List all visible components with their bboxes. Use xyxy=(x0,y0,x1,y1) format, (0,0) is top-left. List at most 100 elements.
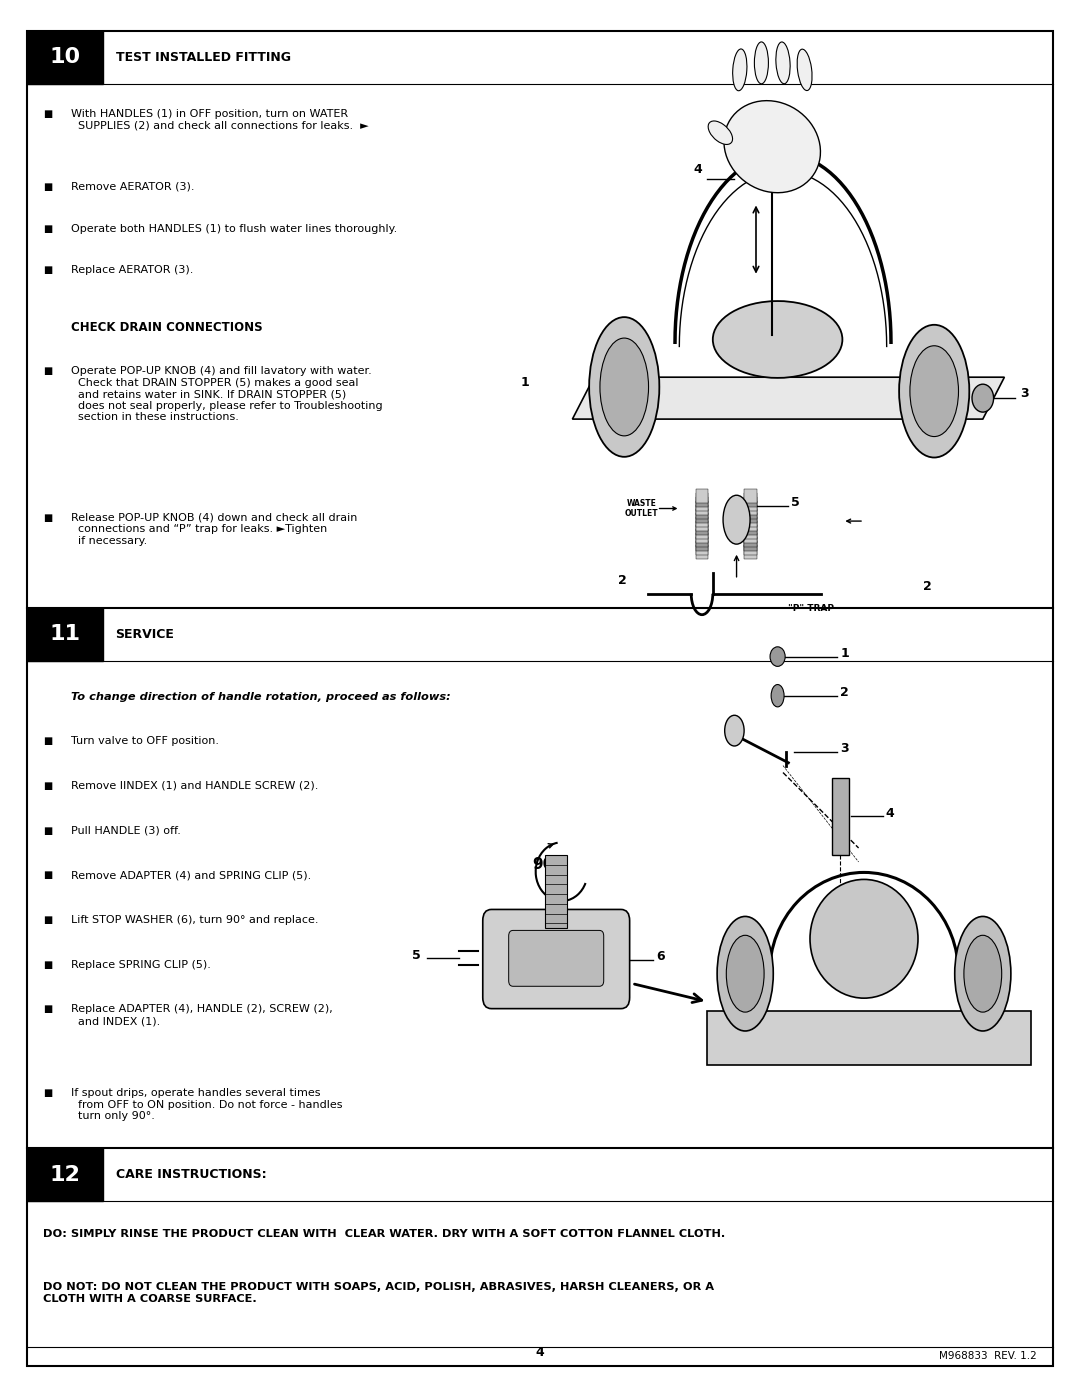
Bar xyxy=(744,545,757,559)
Text: SERVICE: SERVICE xyxy=(116,627,175,641)
Ellipse shape xyxy=(972,384,994,412)
Bar xyxy=(707,1011,1031,1065)
Text: 1: 1 xyxy=(521,376,529,390)
Text: ■: ■ xyxy=(43,265,53,275)
Bar xyxy=(696,517,708,531)
Bar xyxy=(744,536,757,550)
Text: ■: ■ xyxy=(43,1088,53,1098)
Text: 2: 2 xyxy=(618,574,626,587)
Text: ■: ■ xyxy=(43,960,53,970)
Text: ■: ■ xyxy=(43,826,53,835)
Bar xyxy=(744,497,757,511)
Text: 3: 3 xyxy=(1021,387,1029,401)
Text: Operate both HANDLES (1) to flush water lines thoroughly.: Operate both HANDLES (1) to flush water … xyxy=(71,224,397,233)
Bar xyxy=(744,509,757,522)
Text: CARE INSTRUCTIONS:: CARE INSTRUCTIONS: xyxy=(116,1168,266,1182)
Text: 90°: 90° xyxy=(532,858,562,872)
Text: 5: 5 xyxy=(791,496,799,510)
Bar xyxy=(696,497,708,511)
Ellipse shape xyxy=(775,42,791,84)
Text: Operate POP-UP KNOB (4) and fill lavatory with water.
  Check that DRAIN STOPPER: Operate POP-UP KNOB (4) and fill lavator… xyxy=(71,366,383,422)
Bar xyxy=(744,525,757,539)
Text: 3: 3 xyxy=(840,742,849,756)
Bar xyxy=(696,541,708,555)
Bar xyxy=(744,517,757,531)
Text: Replace ADAPTER (4), HANDLE (2), SCREW (2),
  and INDEX (1).: Replace ADAPTER (4), HANDLE (2), SCREW (… xyxy=(71,1004,333,1025)
Bar xyxy=(744,504,757,518)
Text: ■: ■ xyxy=(43,182,53,191)
Bar xyxy=(832,778,849,855)
Text: ■: ■ xyxy=(43,224,53,233)
Bar xyxy=(744,502,757,515)
Bar xyxy=(696,502,708,515)
Bar xyxy=(696,545,708,559)
Text: ■: ■ xyxy=(43,1004,53,1014)
Text: Remove IINDEX (1) and HANDLE SCREW (2).: Remove IINDEX (1) and HANDLE SCREW (2). xyxy=(71,781,319,791)
Text: "P" TRAP: "P" TRAP xyxy=(788,604,835,612)
Ellipse shape xyxy=(754,42,769,84)
Text: 1: 1 xyxy=(840,647,849,661)
Text: Release POP-UP KNOB (4) down and check all drain
  connections and “P” trap for : Release POP-UP KNOB (4) down and check a… xyxy=(71,513,357,546)
Text: ■: ■ xyxy=(43,736,53,746)
Bar xyxy=(696,493,708,507)
Text: 4: 4 xyxy=(886,806,894,820)
Text: WASTE
OUTLET: WASTE OUTLET xyxy=(624,499,659,518)
Bar xyxy=(744,513,757,527)
Text: Turn valve to OFF position.: Turn valve to OFF position. xyxy=(71,736,219,746)
Text: Replace AERATOR (3).: Replace AERATOR (3). xyxy=(71,265,193,275)
Ellipse shape xyxy=(725,715,744,746)
Ellipse shape xyxy=(810,880,918,997)
Bar xyxy=(27,1148,103,1201)
Bar xyxy=(744,493,757,507)
Text: M968833  REV. 1.2: M968833 REV. 1.2 xyxy=(939,1351,1037,1362)
Text: To change direction of handle rotation, proceed as follows:: To change direction of handle rotation, … xyxy=(71,692,451,701)
Text: ■: ■ xyxy=(43,366,53,376)
Text: 2: 2 xyxy=(840,686,849,700)
Ellipse shape xyxy=(708,122,732,144)
Polygon shape xyxy=(572,377,1004,419)
Text: 4: 4 xyxy=(536,1347,544,1359)
Text: 4: 4 xyxy=(693,163,702,176)
Text: 2: 2 xyxy=(923,580,932,594)
Text: Remove ADAPTER (4) and SPRING CLIP (5).: Remove ADAPTER (4) and SPRING CLIP (5). xyxy=(71,870,311,880)
Text: Replace SPRING CLIP (5).: Replace SPRING CLIP (5). xyxy=(71,960,212,970)
Bar xyxy=(545,855,567,928)
Bar xyxy=(696,521,708,535)
Bar xyxy=(696,525,708,539)
Text: ■: ■ xyxy=(43,781,53,791)
Text: CHECK DRAIN CONNECTIONS: CHECK DRAIN CONNECTIONS xyxy=(71,321,262,334)
FancyBboxPatch shape xyxy=(509,930,604,986)
Bar xyxy=(27,608,103,661)
Ellipse shape xyxy=(732,49,747,91)
Text: Remove AERATOR (3).: Remove AERATOR (3). xyxy=(71,182,194,191)
Text: ■: ■ xyxy=(43,915,53,925)
Ellipse shape xyxy=(910,346,959,437)
Ellipse shape xyxy=(964,936,1002,1011)
Bar xyxy=(696,509,708,522)
Circle shape xyxy=(770,647,785,666)
Bar xyxy=(744,541,757,555)
Text: TEST INSTALLED FITTING: TEST INSTALLED FITTING xyxy=(116,50,291,64)
Ellipse shape xyxy=(955,916,1011,1031)
Bar xyxy=(696,504,708,518)
Text: 10: 10 xyxy=(50,47,80,67)
Text: If spout drips, operate handles several times
  from OFF to ON position. Do not : If spout drips, operate handles several … xyxy=(71,1088,342,1122)
Text: Pull HANDLE (3) off.: Pull HANDLE (3) off. xyxy=(71,826,181,835)
Text: ■: ■ xyxy=(43,513,53,522)
Text: ■: ■ xyxy=(43,109,53,119)
Bar xyxy=(696,529,708,543)
Ellipse shape xyxy=(724,101,821,193)
Ellipse shape xyxy=(726,936,764,1011)
Text: 6: 6 xyxy=(657,950,665,964)
Bar xyxy=(696,489,708,503)
Ellipse shape xyxy=(771,685,784,707)
Text: DO: SIMPLY RINSE THE PRODUCT CLEAN WITH  CLEAR WATER. DRY WITH A SOFT COTTON FLA: DO: SIMPLY RINSE THE PRODUCT CLEAN WITH … xyxy=(43,1229,726,1239)
Ellipse shape xyxy=(717,916,773,1031)
Bar xyxy=(27,31,103,84)
FancyBboxPatch shape xyxy=(483,909,630,1009)
Ellipse shape xyxy=(899,326,970,458)
Bar xyxy=(696,532,708,546)
Text: 12: 12 xyxy=(50,1165,80,1185)
Bar xyxy=(744,532,757,546)
Bar xyxy=(696,513,708,527)
